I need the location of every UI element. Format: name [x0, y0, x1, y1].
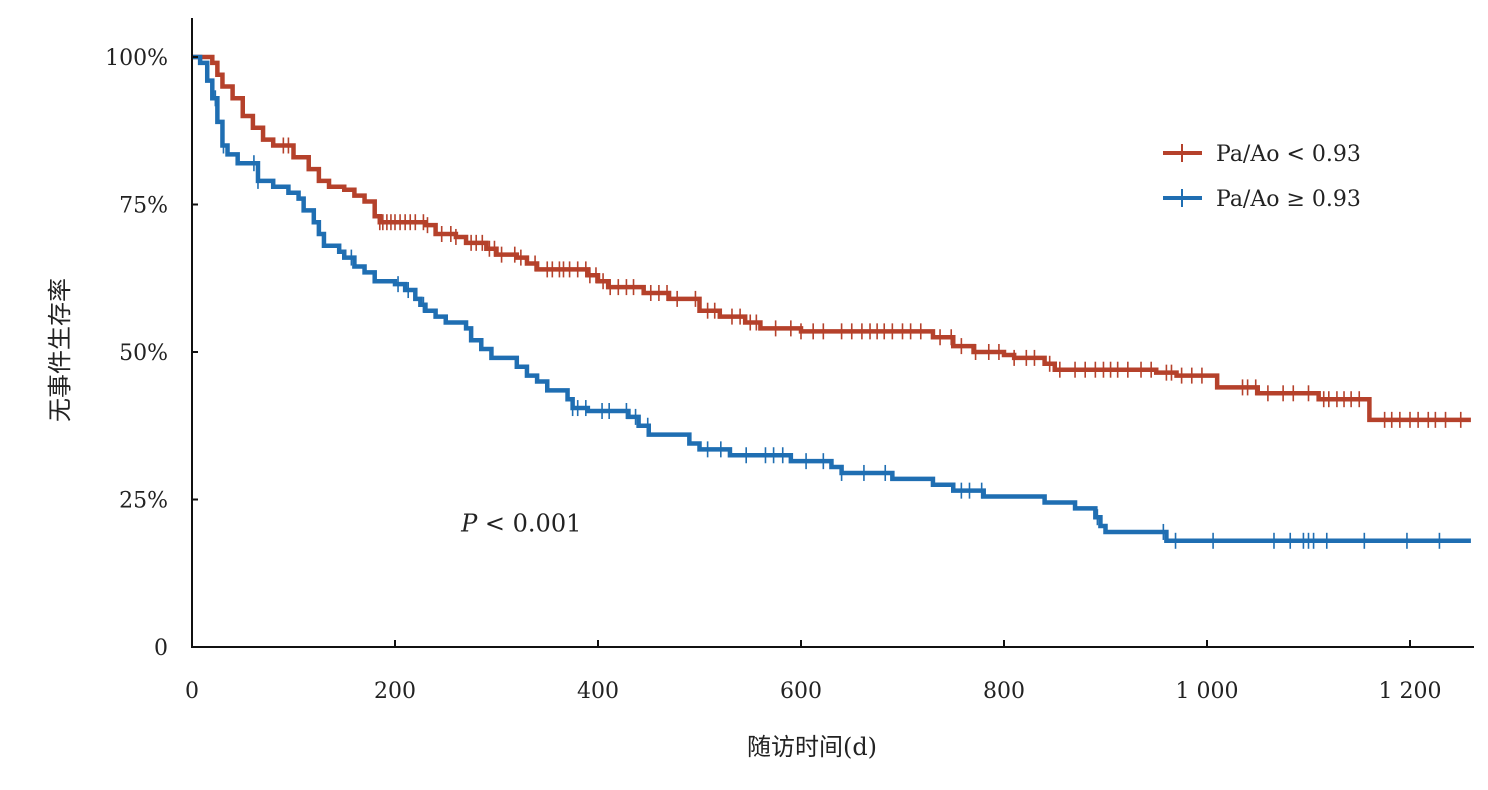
y-axis-title: 无事件生存率 [46, 278, 74, 422]
series-1 [192, 54, 1471, 428]
survival-curve-2 [192, 54, 1471, 544]
legend-label-1: Pa/Ao < 0.93 [1216, 142, 1361, 167]
curves-layer [192, 54, 1471, 549]
survival-curve-1 [192, 54, 1471, 423]
x-tick-label: 0 [185, 679, 199, 704]
legend: Pa/Ao < 0.93 Pa/Ao ≥ 0.93 [1163, 142, 1361, 212]
y-tick-label: 75% [119, 194, 168, 219]
series-2 [192, 54, 1471, 549]
x-tick-label: 400 [577, 679, 619, 704]
y-tick-label: 50% [119, 341, 168, 366]
p-value-annotation: P < 0.001 [460, 509, 581, 537]
axes-layer [191, 18, 1474, 648]
y-tick-label: 25% [119, 489, 168, 514]
y-tick-label: 100% [105, 46, 168, 71]
x-tick-label: 600 [780, 679, 822, 704]
x-tick-label: 800 [983, 679, 1025, 704]
x-tick-label: 1 200 [1379, 679, 1442, 704]
legend-label-2: Pa/Ao ≥ 0.93 [1216, 187, 1361, 212]
p-value-text: < 0.001 [477, 509, 581, 537]
x-tick-label: 1 000 [1176, 679, 1239, 704]
ticks-layer: 0 25% 50% 75% 100% 0 200 400 600 800 1 000 1 200 [105, 46, 1441, 704]
x-tick-label: 200 [374, 679, 416, 704]
x-axis-title: 随访时间(d) [747, 733, 877, 761]
p-value-italic: P [460, 509, 478, 537]
y-tick-label: 0 [154, 636, 168, 661]
